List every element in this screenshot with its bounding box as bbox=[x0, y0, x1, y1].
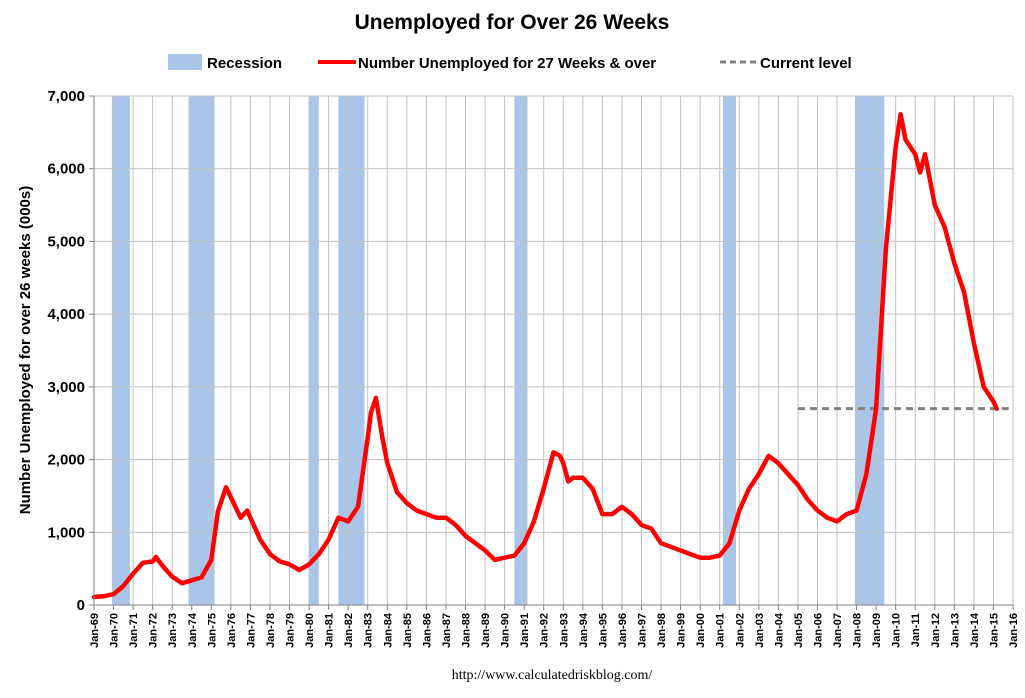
x-tick-label-13: Jan-82 bbox=[343, 613, 355, 648]
x-tick-label-5: Jan-74 bbox=[187, 612, 199, 648]
chart-title: Unemployed for Over 26 Weeks bbox=[355, 11, 670, 34]
x-tick-label-42: Jan-11 bbox=[910, 613, 922, 647]
gridlines bbox=[94, 95, 1014, 605]
series-line-0 bbox=[91, 111, 999, 600]
x-tick-label-0: Jan-69 bbox=[89, 613, 101, 648]
y-tick-label-1: 1,000 bbox=[47, 524, 85, 541]
x-tick-label-39: Jan-08 bbox=[852, 613, 864, 648]
x-tick-label-41: Jan-10 bbox=[891, 613, 903, 648]
x-tick-label-25: Jan-94 bbox=[578, 612, 590, 648]
x-tick-label-19: Jan-88 bbox=[461, 613, 473, 648]
x-tick-label-8: Jan-77 bbox=[245, 613, 257, 648]
x-tick-label-47: Jan-16 bbox=[1008, 613, 1020, 648]
x-tick-label-18: Jan-87 bbox=[441, 613, 453, 648]
recession-band-1 bbox=[188, 96, 215, 605]
x-tick-label-21: Jan-90 bbox=[500, 613, 512, 648]
x-tick-labels: Jan-69 Jan-70 Jan-71 Jan-72 Jan-73 Jan-74 Jan-… bbox=[89, 612, 1020, 648]
x-tick-label-22: Jan-91 bbox=[519, 613, 531, 648]
y-tick-labels: 0 1,000 2,000 3,000 4,000 5,000 6,000 7,000 bbox=[47, 88, 85, 614]
x-tick-label-16: Jan-85 bbox=[402, 613, 414, 648]
legend-recession-swatch bbox=[168, 54, 202, 70]
x-tick-label-44: Jan-13 bbox=[949, 613, 961, 648]
y-tick-label-7: 7,000 bbox=[47, 88, 85, 105]
y-tick-label-2: 2,000 bbox=[47, 452, 85, 469]
x-tick-label-6: Jan-75 bbox=[206, 613, 218, 648]
x-tick-label-45: Jan-14 bbox=[969, 612, 981, 648]
x-tick-label-34: Jan-03 bbox=[754, 613, 766, 648]
series-layer bbox=[91, 111, 999, 600]
y-tick-label-4: 4,000 bbox=[47, 306, 85, 323]
y-tick-label-5: 5,000 bbox=[47, 233, 85, 250]
x-tick-label-10: Jan-79 bbox=[285, 613, 297, 648]
recession-band-0 bbox=[111, 96, 130, 605]
x-tick-label-35: Jan-04 bbox=[773, 612, 785, 648]
x-tick-label-43: Jan-12 bbox=[930, 613, 942, 648]
x-tick-label-11: Jan-80 bbox=[304, 613, 316, 648]
x-tick-label-32: Jan-01 bbox=[715, 613, 727, 648]
x-tick-label-30: Jan-99 bbox=[676, 613, 688, 648]
x-tick-label-7: Jan-76 bbox=[226, 613, 238, 648]
x-tick-label-9: Jan-78 bbox=[265, 613, 277, 648]
x-tick-label-36: Jan-05 bbox=[793, 613, 805, 648]
legend: Recession Number Unemployed for 27 Weeks… bbox=[168, 54, 852, 72]
x-tick-label-26: Jan-95 bbox=[597, 613, 609, 648]
recession-band-4 bbox=[514, 96, 528, 605]
legend-current-label: Current level bbox=[760, 55, 852, 72]
y-axis-label: Number Unemployed for over 26 weeks (000… bbox=[17, 186, 34, 514]
y-tick-label-6: 6,000 bbox=[47, 161, 85, 178]
x-tick-label-31: Jan-00 bbox=[695, 613, 707, 648]
x-tick-label-1: Jan-70 bbox=[109, 613, 121, 648]
recession-band-2 bbox=[309, 96, 319, 605]
recession-band-3 bbox=[338, 96, 365, 605]
x-tick-label-15: Jan-84 bbox=[382, 612, 394, 648]
x-tick-label-27: Jan-96 bbox=[617, 613, 629, 648]
x-tick-label-28: Jan-97 bbox=[636, 613, 648, 648]
x-tick-label-46: Jan-15 bbox=[988, 613, 1000, 648]
x-tick-label-20: Jan-89 bbox=[480, 613, 492, 648]
legend-series-label: Number Unemployed for 27 Weeks & over bbox=[358, 55, 656, 72]
x-tick-label-24: Jan-93 bbox=[558, 613, 570, 648]
x-tick-label-17: Jan-86 bbox=[421, 613, 433, 648]
x-tick-label-4: Jan-73 bbox=[167, 613, 179, 648]
x-tick-label-38: Jan-07 bbox=[832, 613, 844, 648]
source-url: http://www.calculatedriskblog.com/ bbox=[452, 668, 653, 683]
y-tick-label-3: 3,000 bbox=[47, 379, 85, 396]
x-tick-label-3: Jan-72 bbox=[148, 613, 160, 648]
x-tick-label-14: Jan-83 bbox=[363, 613, 375, 648]
legend-recession-label: Recession bbox=[207, 55, 282, 72]
x-tick-label-40: Jan-09 bbox=[871, 613, 883, 648]
x-tick-label-2: Jan-71 bbox=[128, 613, 140, 648]
recession-band-5 bbox=[722, 96, 736, 605]
x-tick-label-23: Jan-92 bbox=[539, 613, 551, 648]
x-tick-label-12: Jan-81 bbox=[324, 613, 336, 648]
x-tick-label-29: Jan-98 bbox=[656, 613, 668, 648]
x-tick-label-37: Jan-06 bbox=[812, 613, 824, 648]
axes bbox=[89, 95, 1014, 610]
x-tick-label-33: Jan-02 bbox=[734, 613, 746, 648]
recession-bands bbox=[111, 96, 885, 605]
y-tick-label-0: 0 bbox=[77, 597, 85, 614]
